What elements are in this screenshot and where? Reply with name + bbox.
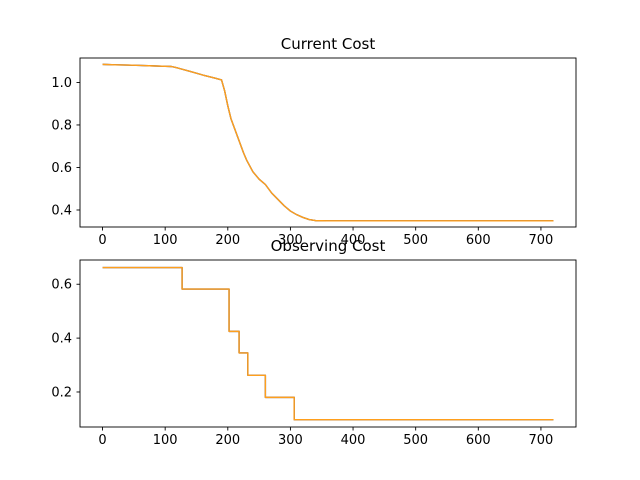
x-tick-label: 100 [153, 233, 178, 248]
y-tick-label: 0.6 [51, 161, 72, 176]
x-tick-label: 400 [341, 433, 366, 448]
x-tick-label: 400 [341, 233, 366, 248]
x-tick-label: 500 [403, 433, 428, 448]
x-tick-label: 0 [98, 433, 106, 448]
axes-frame [79, 57, 577, 228]
series-line-2 [102, 266, 554, 421]
chart-1: 0 100 200 300 400 500 600 700 0.4 0.6 0.8 1.0 Curren… [51, 35, 577, 248]
x-tick-label: 200 [215, 433, 240, 448]
y-tick-label: 0.2 [51, 385, 72, 400]
series-line-2 [102, 63, 554, 222]
y-tick-label: 0.4 [51, 332, 72, 347]
x-tick-label: 300 [278, 233, 303, 248]
x-tick-label: 600 [466, 233, 491, 248]
chart-2: 0 100 200 300 400 500 600 700 0.2 0.4 0.6 Observing… [51, 237, 577, 448]
x-tick-label: 0 [98, 233, 106, 248]
series-line-1 [102, 266, 554, 421]
x-tick-label: 700 [529, 433, 554, 448]
x-tick-label: 100 [153, 433, 178, 448]
chart-title: Observing Cost [271, 237, 386, 255]
y-tick-label: 0.4 [51, 203, 72, 218]
x-tick-label: 500 [403, 233, 428, 248]
y-tick-label: 0.6 [51, 278, 72, 293]
x-tick-label: 300 [278, 433, 303, 448]
chart-title: Current Cost [281, 35, 376, 53]
axes-frame [79, 259, 577, 428]
y-tick-label: 1.0 [51, 76, 72, 91]
x-tick-label: 600 [466, 433, 491, 448]
series-line-1 [102, 63, 554, 222]
x-tick-label: 200 [215, 233, 240, 248]
x-tick-label: 700 [529, 233, 554, 248]
y-tick-label: 0.8 [51, 118, 72, 133]
